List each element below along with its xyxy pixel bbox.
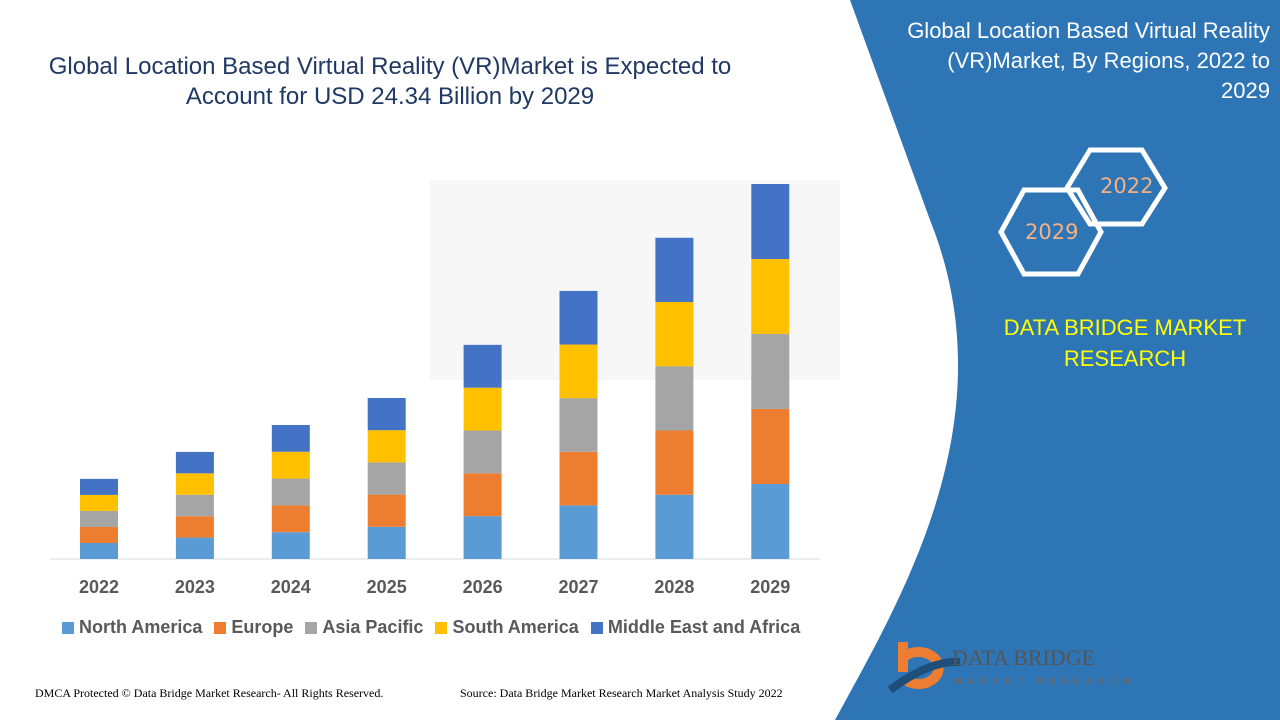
legend-label: Europe [231, 617, 294, 637]
legend-item: North America [62, 617, 202, 638]
bar-segment-2029-1 [751, 408, 790, 484]
bar-segment-2024-4 [271, 424, 310, 452]
legend-item: Asia Pacific [305, 617, 423, 638]
bar-segment-2022-2 [80, 510, 118, 527]
legend-swatch [62, 621, 74, 634]
x-tick-label: 2028 [654, 577, 694, 597]
legend-label: Asia Pacific [322, 617, 424, 637]
bar-segment-2025-3 [367, 430, 406, 463]
bar-segment-2024-3 [271, 451, 310, 479]
hex-year-label: 2022 [1100, 174, 1154, 198]
bar-segment-2027-0 [559, 505, 598, 559]
bar-segment-2025-1 [367, 494, 406, 527]
x-tick-label: 2023 [175, 577, 215, 597]
bar-segment-2022-0 [80, 542, 118, 559]
bar-segment-2025-0 [367, 526, 406, 559]
bar-segment-2028-4 [655, 237, 694, 303]
legend-item: Europe [214, 617, 293, 638]
chart-title: Global Location Based Virtual Reality (V… [48, 53, 732, 110]
logo-text: DATA BRIDGE [952, 645, 1096, 670]
bar-segment-2029-2 [751, 333, 790, 409]
bar-segment-2024-2 [271, 478, 310, 506]
bar-segment-2027-4 [559, 290, 598, 345]
legend-swatch [590, 621, 603, 634]
bar-segment-2029-4 [751, 184, 790, 260]
bar-segment-2028-0 [655, 494, 694, 559]
legend-item: Middle East and Africa [590, 617, 801, 638]
bar-segment-2022-3 [80, 494, 118, 511]
bar-segment-2028-1 [655, 430, 694, 495]
bar-segment-2026-2 [463, 430, 502, 474]
legend: North America Europe Asia Pacific South … [62, 617, 800, 638]
bar-segment-2028-2 [655, 366, 694, 431]
x-tick-label: 2022 [79, 577, 119, 597]
bar-segment-2022-4 [80, 478, 118, 495]
bar-segment-2029-3 [751, 259, 790, 334]
legend-label: North America [79, 617, 203, 637]
legend-swatch [435, 621, 448, 634]
bar-segment-2023-3 [175, 473, 214, 495]
x-tick-label: 2027 [558, 577, 598, 597]
bar-segment-2023-4 [175, 451, 214, 474]
footer-source: Source: Data Bridge Market Research Mark… [460, 686, 783, 700]
x-tick-label: 2026 [463, 577, 503, 597]
bar-segment-2026-1 [463, 473, 502, 517]
x-tick-label: 2025 [367, 577, 407, 597]
legend-item: South America [435, 617, 579, 638]
bar-segment-2027-2 [559, 398, 598, 452]
bar-segment-2023-0 [175, 537, 214, 559]
logo-icon [887, 642, 961, 694]
bar-segment-2023-2 [175, 494, 214, 517]
bar-segment-2024-1 [271, 505, 310, 533]
x-tick-label: 2029 [750, 577, 790, 597]
logo-subtext: MARKET RESEARCH [954, 676, 1136, 686]
bar-segment-2024-0 [271, 532, 310, 559]
x-tick-label: 2024 [271, 577, 311, 597]
bar-segment-2023-1 [175, 516, 214, 538]
bar-segment-2027-1 [559, 451, 598, 506]
legend-label: Middle East and Africa [607, 617, 801, 637]
legend-swatch [305, 621, 318, 634]
bar-segment-2022-1 [80, 526, 118, 543]
bar-segment-2029-0 [751, 483, 790, 559]
bar-segment-2025-4 [367, 397, 406, 431]
bar-segment-2026-0 [463, 516, 502, 559]
footer-copyright: DMCA Protected © Data Bridge Market Rese… [35, 686, 384, 700]
side-panel-title: Global Location Based Virtual Reality (V… [907, 18, 1270, 103]
bar-segment-2026-4 [463, 344, 502, 388]
legend-label: South America [452, 617, 579, 637]
side-panel-background [835, 0, 1280, 720]
hex-year-label: 2029 [1025, 220, 1079, 244]
legend-swatch [214, 621, 227, 634]
hexagon-2029 [998, 187, 1104, 277]
bar-segment-2028-3 [655, 302, 694, 367]
bar-segment-2027-3 [559, 344, 598, 399]
bar-segment-2026-3 [463, 387, 502, 431]
brand-text: DATA BRIDGE MARKET RESEARCH [1003, 315, 1247, 371]
bar-segment-2025-2 [367, 462, 406, 495]
